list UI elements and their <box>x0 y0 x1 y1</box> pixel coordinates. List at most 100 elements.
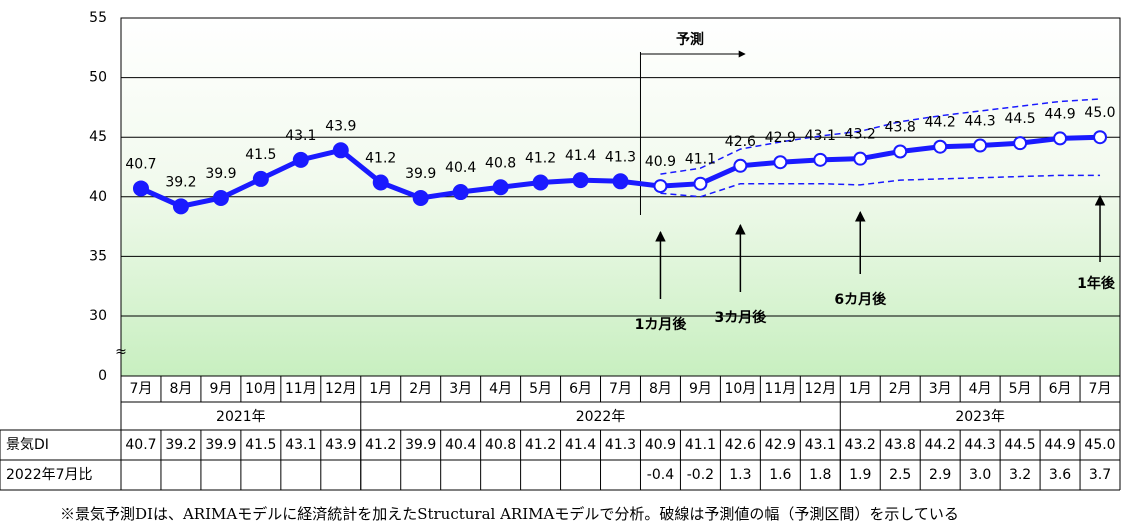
table-diff: 1.9 <box>849 467 871 483</box>
annotation: 1年後 <box>1077 275 1116 292</box>
table-diff: 2.5 <box>889 467 911 483</box>
y-tick-label: 35 <box>89 248 107 264</box>
data-point <box>653 179 668 194</box>
table-value: 40.9 <box>645 437 676 453</box>
data-label: 42.6 <box>725 134 756 150</box>
x-tick-label: 7月 <box>609 381 632 397</box>
footnote: ※景気予測DIは、ARIMAモデルに経済統計を加えたStructural ARI… <box>60 505 959 523</box>
x-tick-label: 1月 <box>849 381 872 397</box>
data-label: 43.9 <box>325 118 356 134</box>
table-value: 41.2 <box>365 437 396 453</box>
data-point <box>452 184 469 201</box>
table-value: 39.9 <box>405 437 436 453</box>
y-tick-label: 0 <box>98 368 107 384</box>
data-label: 44.5 <box>1005 111 1036 127</box>
table-value: 43.1 <box>805 437 836 453</box>
table-value: 44.9 <box>1044 437 1075 453</box>
y-tick-label: 50 <box>89 70 107 86</box>
x-tick-label: 1月 <box>369 381 392 397</box>
row-label: 2022年7月比 <box>6 467 93 483</box>
table-value: 40.8 <box>485 437 516 453</box>
x-tick-label: 10月 <box>724 381 756 397</box>
table-value: 41.3 <box>605 437 636 453</box>
y-tick-label: 30 <box>89 308 107 324</box>
data-label: 41.3 <box>605 149 636 165</box>
data-label: 40.7 <box>125 156 156 172</box>
year-label: 2023年 <box>955 409 1005 425</box>
table-diff: 1.6 <box>769 467 791 483</box>
x-tick-label: 7月 <box>1089 381 1112 397</box>
data-point <box>1093 130 1108 145</box>
x-tick-label: 11月 <box>764 381 796 397</box>
table-value: 39.2 <box>165 437 196 453</box>
table-diff: 2.9 <box>929 467 951 483</box>
data-point <box>853 151 868 166</box>
data-label: 45.0 <box>1084 105 1115 121</box>
data-label: 41.2 <box>525 150 556 166</box>
table-value: 42.9 <box>765 437 796 453</box>
x-tick-label: 4月 <box>489 381 512 397</box>
table-diff: -0.2 <box>687 467 714 483</box>
table-value: 40.4 <box>445 437 476 453</box>
data-label: 39.9 <box>205 166 236 182</box>
x-tick-label: 3月 <box>449 381 472 397</box>
x-tick-label: 2月 <box>889 381 912 397</box>
table-diff: 3.7 <box>1089 467 1111 483</box>
x-tick-label: 2月 <box>409 381 432 397</box>
data-label: 41.4 <box>565 148 596 164</box>
year-label: 2022年 <box>576 409 626 425</box>
table-value: 43.2 <box>845 437 876 453</box>
table-value: 43.1 <box>285 437 316 453</box>
x-tick-label: 5月 <box>1009 381 1032 397</box>
data-point <box>1053 131 1068 146</box>
table-diff: 1.8 <box>809 467 831 483</box>
data-label: 40.4 <box>445 160 476 176</box>
data-point <box>212 189 229 206</box>
data-label: 43.1 <box>805 128 836 144</box>
x-tick-label: 12月 <box>804 381 836 397</box>
interval-line <box>660 174 1101 198</box>
table-diff: 3.0 <box>969 467 991 483</box>
x-tick-label: 3月 <box>929 381 952 397</box>
data-label: 40.8 <box>485 155 516 171</box>
table-value: 43.8 <box>885 437 916 453</box>
data-label: 44.2 <box>925 115 956 131</box>
axis-break: ≈ <box>115 344 127 360</box>
x-tick-label: 6月 <box>1049 381 1072 397</box>
x-tick-label: 10月 <box>245 381 277 397</box>
table-value: 41.1 <box>685 437 716 453</box>
data-point <box>372 174 389 191</box>
x-tick-label: 8月 <box>649 381 672 397</box>
x-tick-label: 4月 <box>969 381 992 397</box>
row-label: 景気DI <box>6 437 49 453</box>
data-point <box>1013 136 1028 151</box>
data-label: 44.9 <box>1044 106 1075 122</box>
data-point <box>693 176 708 191</box>
data-label: 39.9 <box>405 166 436 182</box>
data-point <box>893 144 908 159</box>
table-value: 43.9 <box>325 437 356 453</box>
table-value: 44.5 <box>1005 437 1036 453</box>
forecast-label: 予測 <box>676 31 704 48</box>
x-tick-label: 7月 <box>130 381 153 397</box>
x-tick-label: 8月 <box>169 381 192 397</box>
data-label: 42.9 <box>765 130 796 146</box>
data-point <box>132 180 149 197</box>
data-point <box>572 172 589 189</box>
annotation: 6カ月後 <box>834 291 887 308</box>
data-label: 41.1 <box>685 152 716 168</box>
data-label: 43.2 <box>845 127 876 143</box>
table-value: 44.3 <box>965 437 996 453</box>
x-tick-label: 9月 <box>689 381 712 397</box>
data-point <box>733 158 748 173</box>
data-point <box>412 189 429 206</box>
y-tick-label: 55 <box>89 10 107 26</box>
table-diff: 3.6 <box>1049 467 1071 483</box>
data-label: 43.8 <box>885 120 916 136</box>
data-point <box>492 179 509 196</box>
data-label: 44.3 <box>965 114 996 130</box>
table-value: 45.0 <box>1084 437 1115 453</box>
x-tick-label: 6月 <box>569 381 592 397</box>
data-point <box>252 170 269 187</box>
